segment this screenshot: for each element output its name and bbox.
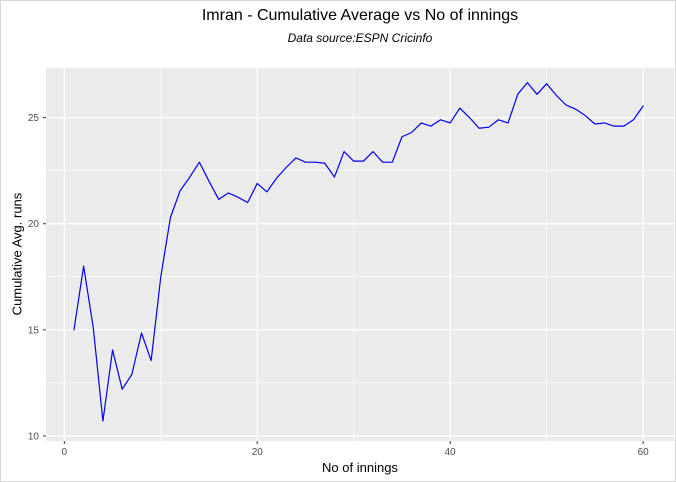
x-axis-title: No of innings (322, 460, 398, 475)
chart-subtitle: Data source:ESPN Cricinfo (287, 31, 433, 45)
x-tick-label: 20 (252, 447, 264, 458)
chart-title: Imran - Cumulative Average vs No of inni… (201, 7, 519, 24)
data-line (73, 82, 644, 422)
plot-panel (46, 68, 674, 441)
x-tick-label: 60 (638, 447, 650, 458)
y-tick-label: 25 (28, 113, 40, 124)
x-tick-label: 0 (62, 447, 68, 458)
y-tick-label: 10 (28, 431, 40, 442)
y-tick-label: 15 (28, 325, 40, 336)
x-tick-label: 40 (445, 447, 457, 458)
y-axis-title: Cumulative Avg. runs (9, 192, 25, 316)
y-tick-label: 20 (28, 219, 40, 230)
